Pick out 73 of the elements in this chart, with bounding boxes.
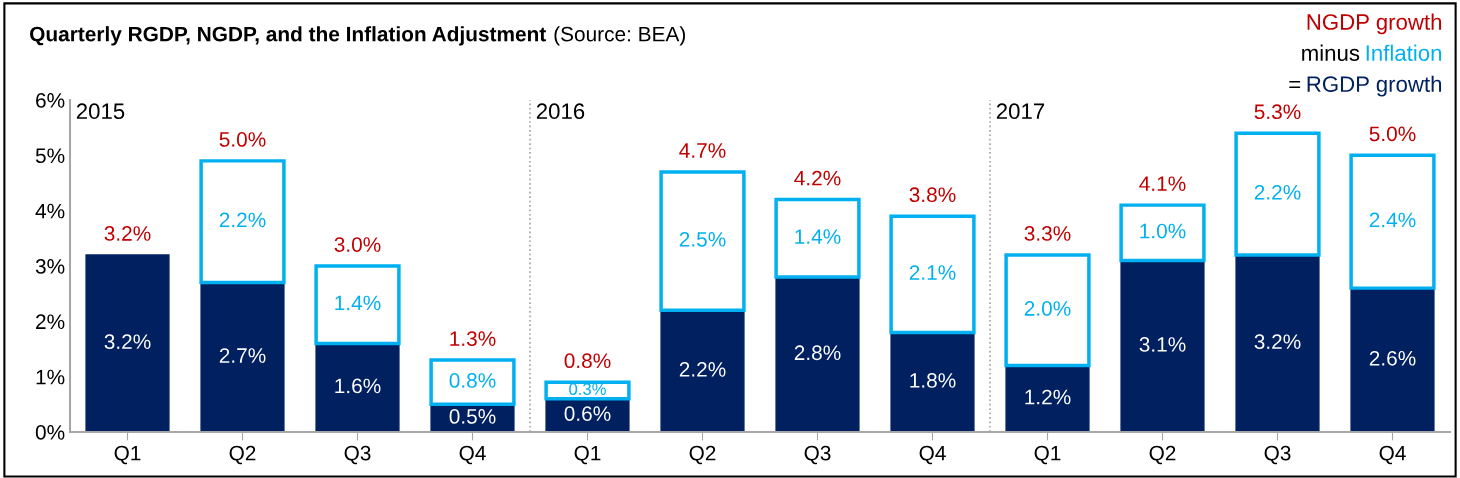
data-label: 2.7% <box>219 348 266 363</box>
y-tick-label: 1% <box>36 369 65 385</box>
total-label: 3.3% <box>1024 226 1071 241</box>
total-label: 5.3% <box>1254 104 1301 120</box>
total-label: 1.3% <box>450 331 496 346</box>
data-label: 2.8% <box>794 345 841 361</box>
data-label: 1.0% <box>1140 223 1186 239</box>
text: NGDP growth <box>1307 13 1442 35</box>
y-tick-label: 6% <box>36 93 65 108</box>
bar <box>1005 364 1090 432</box>
data-label: 2.2% <box>679 361 726 377</box>
y-tick-label: 2% <box>36 314 65 330</box>
bar <box>890 331 975 432</box>
bar <box>85 254 170 432</box>
x-tick-label: Q4 <box>919 445 946 465</box>
bar <box>1235 254 1320 432</box>
x-tick-label: Q2 <box>689 445 716 465</box>
data-label: 2.6% <box>1369 350 1416 366</box>
data-label: 1.4% <box>335 295 381 311</box>
data-label: 1.6% <box>335 378 381 394</box>
x-tick-label: Q1 <box>1034 445 1061 465</box>
total-label: 0.8% <box>564 353 611 369</box>
annotation: 2016 <box>536 103 585 120</box>
chart-title: Quarterly RGDP, NGDP, and the Inflation Adjustment <box>30 26 546 46</box>
total-label: 5.0% <box>219 132 266 147</box>
annotation: 2017 <box>996 103 1045 120</box>
total-label: 5.0% <box>1369 126 1416 142</box>
text: Inflation <box>1366 44 1442 61</box>
annotation: 2015 <box>76 103 125 120</box>
data-label: 3.2% <box>104 334 151 350</box>
x-tick-label: Q2 <box>229 445 256 465</box>
data-label: 2.0% <box>1024 301 1071 316</box>
x-tick-label: Q3 <box>1264 445 1291 465</box>
data-label: 1.4% <box>795 229 841 244</box>
data-label: 0.8% <box>449 373 496 388</box>
total-label: 4.2% <box>794 170 841 186</box>
y-tick-label: 4% <box>35 203 65 219</box>
bar <box>315 342 400 432</box>
data-label: 2.2% <box>219 212 266 228</box>
total-label: 3.8% <box>909 187 956 203</box>
total-label: 3.0% <box>334 237 381 252</box>
bar <box>1350 287 1435 432</box>
x-tick-label: Q4 <box>1379 445 1406 465</box>
total-label: 3.2% <box>104 226 151 241</box>
y-tick-label: 0% <box>35 425 65 440</box>
data-label: 3.2% <box>1254 334 1301 350</box>
bar <box>775 276 860 432</box>
data-label: 2.5% <box>679 231 726 247</box>
bar <box>200 281 285 432</box>
x-tick-label: Q3 <box>804 445 831 465</box>
bar <box>660 309 745 432</box>
x-tick-label: Q4 <box>459 445 486 465</box>
text: = <box>1289 80 1301 89</box>
text: (Source: BEA) <box>554 26 686 46</box>
text: RGDP growth <box>1307 75 1442 97</box>
data-label: 0.5% <box>449 409 496 424</box>
x-tick-label: Q1 <box>114 445 141 465</box>
text: minus <box>1302 44 1360 61</box>
data-label: 1.8% <box>910 373 956 388</box>
bar <box>1120 259 1205 432</box>
x-tick-label: Q3 <box>344 445 371 465</box>
data-label: 1.2% <box>1025 389 1071 405</box>
y-tick-label: 3% <box>35 259 65 274</box>
data-label: 2.1% <box>909 265 956 280</box>
total-label: 4.7% <box>679 143 726 158</box>
total-label: 4.1% <box>1139 176 1186 191</box>
data-label: 0.6% <box>564 406 611 421</box>
y-tick-label: 5% <box>35 148 65 164</box>
data-label: 3.1% <box>1139 337 1186 352</box>
x-tick-label: Q1 <box>574 445 601 465</box>
data-label: 2.4% <box>1369 212 1416 228</box>
data-label: 2.2% <box>1254 184 1301 200</box>
x-tick-label: Q2 <box>1149 445 1176 465</box>
